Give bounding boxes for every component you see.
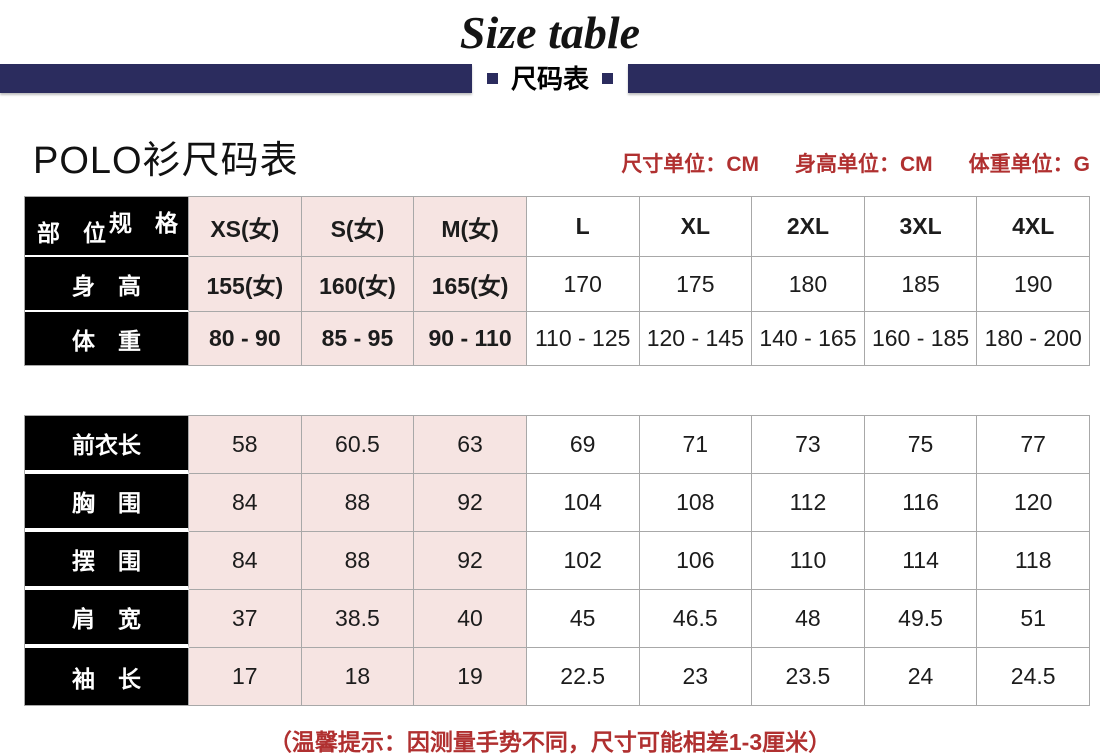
measure-cell: 19 <box>414 648 527 706</box>
unit-note-weight: 体重单位：G <box>968 153 1090 176</box>
unit-note-height: 身高单位：CM <box>794 153 933 176</box>
size-cell: 160 - 185 <box>864 312 978 366</box>
banner-bar-right <box>628 64 1100 93</box>
measure-cell: 58 <box>189 416 302 474</box>
corner-cell: 规 格部 位 <box>25 197 189 257</box>
measure-cell: 118 <box>977 532 1090 590</box>
column-header: XL <box>639 197 753 257</box>
banner-bar-left <box>0 64 472 93</box>
table-title: POLO衫尺码表 <box>33 140 299 182</box>
measure-cell: 23.5 <box>752 648 865 706</box>
size-cell: 155(女) <box>189 257 302 312</box>
measure-cell: 23 <box>639 648 753 706</box>
measure-cell: 110 <box>752 532 865 590</box>
measure-cell: 60.5 <box>301 416 415 474</box>
unit-note-size: 尺寸单位：CM <box>621 153 759 176</box>
row-label: 身 高 <box>25 257 189 312</box>
size-cell: 90 - 110 <box>414 312 527 366</box>
measure-cell: 69 <box>526 416 640 474</box>
column-header: 3XL <box>864 197 978 257</box>
measure-cell: 71 <box>639 416 753 474</box>
column-header: 2XL <box>752 197 865 257</box>
measure-cell: 92 <box>414 532 527 590</box>
page-title: Size table <box>459 7 641 58</box>
row-label: 摆 围 <box>25 532 189 590</box>
measure-cell: 120 <box>977 474 1090 532</box>
measure-cell: 63 <box>414 416 527 474</box>
column-header: S(女) <box>301 197 415 257</box>
measure-cell: 114 <box>864 532 978 590</box>
measure-cell: 73 <box>752 416 865 474</box>
column-header: XS(女) <box>189 197 302 257</box>
measure-cell: 77 <box>977 416 1090 474</box>
size-cell: 80 - 90 <box>189 312 302 366</box>
banner: 尺码表 <box>0 64 1100 93</box>
measure-cell: 17 <box>189 648 302 706</box>
size-cell: 175 <box>639 257 753 312</box>
size-spec-table: 规 格部 位 XS(女) S(女) M(女) L XL 2XL 3XL 4XL 身 高 155(女)… <box>24 196 1090 366</box>
measure-cell: 116 <box>864 474 978 532</box>
column-header: 4XL <box>977 197 1090 257</box>
measure-cell: 106 <box>639 532 753 590</box>
measure-cell: 92 <box>414 474 527 532</box>
banner-label: 尺码表 <box>511 63 590 94</box>
square-bullet-icon <box>487 73 498 84</box>
square-bullet-icon <box>602 73 614 84</box>
intro-row: POLO衫尺码表 尺寸单位：CM 身高单位：CM 体重单位：G <box>33 139 1090 183</box>
column-header: L <box>526 197 640 257</box>
measure-cell: 24.5 <box>977 648 1090 706</box>
measure-cell: 48 <box>752 590 865 648</box>
size-cell: 180 <box>752 257 865 312</box>
unit-notes: 尺寸单位：CM 身高单位：CM 体重单位：G <box>621 148 1090 183</box>
corner-label-spec: 规 格 <box>109 210 178 236</box>
measure-cell: 46.5 <box>639 590 753 648</box>
measure-cell: 37 <box>189 590 302 648</box>
size-cell: 190 <box>977 257 1090 312</box>
column-header: M(女) <box>414 197 527 257</box>
size-cell: 180 - 200 <box>977 312 1090 366</box>
footer-note: （温馨提示：因测量手势不同，尺寸可能相差1-3厘米） <box>268 729 832 755</box>
measure-cell: 84 <box>189 474 302 532</box>
measure-cell: 22.5 <box>526 648 640 706</box>
corner-label-part: 部 位 <box>37 220 106 246</box>
row-label: 体 重 <box>25 312 189 366</box>
measure-cell: 51 <box>977 590 1090 648</box>
measure-cell: 18 <box>301 648 415 706</box>
measure-cell: 45 <box>526 590 640 648</box>
measure-cell: 104 <box>526 474 640 532</box>
measure-cell: 102 <box>526 532 640 590</box>
measure-cell: 75 <box>864 416 978 474</box>
size-cell: 140 - 165 <box>752 312 865 366</box>
row-label: 肩 宽 <box>25 590 189 648</box>
measurement-table: 前衣长 58 60.5 63 69 71 73 75 77 胸 围 84 88 92 104 108 112 1… <box>24 415 1090 706</box>
measure-cell: 108 <box>639 474 753 532</box>
measure-cell: 24 <box>864 648 978 706</box>
row-label: 胸 围 <box>25 474 189 532</box>
size-cell: 185 <box>864 257 978 312</box>
measure-cell: 88 <box>301 474 415 532</box>
banner-center: 尺码表 <box>472 66 628 92</box>
size-cell: 170 <box>526 257 640 312</box>
size-cell: 85 - 95 <box>301 312 415 366</box>
row-label: 袖 长 <box>25 648 189 706</box>
measure-cell: 49.5 <box>864 590 978 648</box>
measure-cell: 38.5 <box>301 590 415 648</box>
measure-cell: 40 <box>414 590 527 648</box>
measure-cell: 88 <box>301 532 415 590</box>
measure-cell: 112 <box>752 474 865 532</box>
measure-cell: 84 <box>189 532 302 590</box>
size-cell: 120 - 145 <box>639 312 753 366</box>
size-cell: 160(女) <box>301 257 415 312</box>
size-cell: 110 - 125 <box>526 312 640 366</box>
row-label: 前衣长 <box>25 416 189 474</box>
size-cell: 165(女) <box>414 257 527 312</box>
